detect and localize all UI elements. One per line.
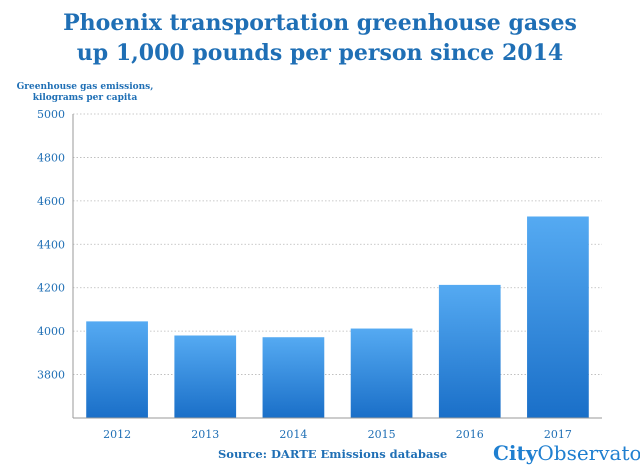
logo-observatory: Observatory <box>537 441 640 465</box>
y-tick-label: 4200 <box>37 282 65 295</box>
x-tick-label: 2016 <box>456 428 484 441</box>
title-line-2: up 1,000 pounds per person since 2014 <box>76 40 564 66</box>
y-tick-label: 4400 <box>37 238 65 251</box>
bar-2017 <box>527 216 589 418</box>
bar-2013 <box>174 335 237 418</box>
x-tick-label: 2015 <box>368 428 396 441</box>
y-tick-label: 4800 <box>37 151 65 164</box>
x-tick-label: 2014 <box>279 428 307 441</box>
y-axis-label-line-2: kilograms per capita <box>32 93 138 103</box>
x-tick-label: 2012 <box>103 428 131 441</box>
chart-title: Phoenix transportation greenhouse gases … <box>0 8 640 68</box>
logo-city: City <box>493 441 538 465</box>
y-axis-label-line-1: Greenhouse gas emissions, <box>16 82 154 92</box>
bars <box>86 216 589 418</box>
y-tick-label: 4000 <box>37 325 65 338</box>
x-tick-label: 2013 <box>191 428 219 441</box>
source-note: Source: DARTE Emissions database <box>218 447 448 461</box>
bar-2012 <box>86 321 148 418</box>
bar-2015 <box>350 328 413 418</box>
y-tick-label: 3800 <box>37 369 65 382</box>
grid-lines <box>73 113 602 375</box>
title-line-1: Phoenix transportation greenhouse gases <box>63 10 577 36</box>
x-tick-labels: 2012 2013 2014 2015 2016 2017 <box>103 428 572 441</box>
y-tick-labels: 3800 4000 4200 4400 4600 4800 5000 <box>37 108 65 382</box>
y-tick-label: 5000 <box>37 108 65 121</box>
city-observatory-logo: CityObservatory <box>493 441 640 465</box>
bar-2014 <box>262 337 325 418</box>
x-tick-label: 2017 <box>544 428 572 441</box>
y-tick-label: 4600 <box>37 195 65 208</box>
y-axis-label: Greenhouse gas emissions, kilograms per … <box>10 82 160 104</box>
bar-2016 <box>438 284 501 418</box>
